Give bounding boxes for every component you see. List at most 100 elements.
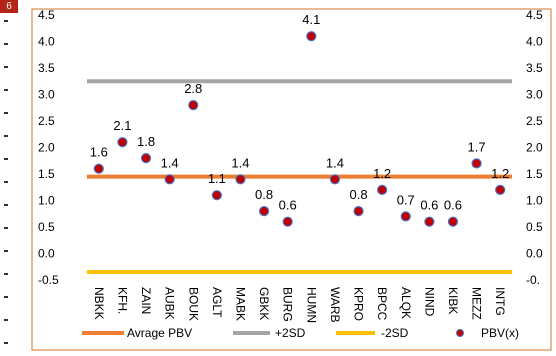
- pbv-marker: [282, 216, 293, 227]
- y-tick-label: -0.5: [38, 273, 59, 287]
- y-tick-label: 2.0: [38, 141, 55, 155]
- edge-dot: [4, 273, 8, 275]
- y-tick-label: 1.0: [38, 194, 55, 208]
- category-label: INTG: [493, 287, 507, 316]
- data-label: 0.8: [349, 187, 367, 202]
- data-label: 0.6: [279, 198, 297, 213]
- secondary-y-tick-label: -0.: [526, 273, 540, 287]
- data-label: 1.4: [326, 155, 344, 170]
- secondary-y-tick-label: 2.0: [526, 141, 543, 155]
- pbv-marker: [188, 99, 199, 111]
- secondary-y-tick-label: 3.5: [526, 61, 543, 75]
- category-label: NBKK: [92, 287, 106, 320]
- legend-label: -2SD: [381, 326, 409, 340]
- legend-label: Avrage PBV: [127, 326, 192, 340]
- pbv-marker: [140, 153, 152, 164]
- pbv-marker: [258, 206, 270, 217]
- legend-label: PBV(x): [481, 326, 519, 340]
- y-tick-label: 3.5: [38, 61, 55, 75]
- edge-dot: [4, 227, 8, 229]
- edge-dot: [4, 342, 8, 344]
- edge-dot: [4, 319, 8, 321]
- category-label: ALQK: [399, 287, 413, 319]
- edge-dot: [4, 204, 8, 206]
- pbv-marker: [495, 184, 506, 195]
- y-tick-label: 4.5: [38, 8, 55, 22]
- edge-dot: [4, 66, 8, 68]
- pbv-marker: [164, 174, 175, 185]
- edge-dot: [4, 135, 8, 137]
- pbv-marker: [117, 137, 128, 148]
- pbv-marker: [329, 174, 341, 185]
- secondary-y-tick-label: 4.5: [526, 8, 543, 22]
- category-label: GBKK: [257, 287, 271, 320]
- edge-dot: [4, 181, 8, 183]
- secondary-y-tick-label: 2.5: [526, 114, 543, 128]
- secondary-y-tick-label: 1.0: [526, 194, 543, 208]
- pbv-marker: [424, 216, 435, 227]
- category-label: BOUK: [186, 287, 200, 321]
- y-tick-label: 1.5: [38, 167, 55, 181]
- data-label: 1.8: [137, 134, 155, 149]
- pbv-marker: [235, 174, 246, 185]
- edge-badge: 6: [0, 0, 18, 13]
- pbv-marker: [306, 31, 317, 42]
- edge-dot: [4, 20, 8, 22]
- data-label: 4.1: [302, 12, 320, 27]
- pbv-marker: [471, 158, 482, 169]
- y-tick-label: 3.0: [38, 88, 55, 102]
- legend-swatch: [456, 329, 464, 337]
- data-label: 0.6: [444, 198, 462, 213]
- data-label: 1.4: [161, 155, 179, 170]
- data-label: 0.7: [397, 192, 415, 207]
- pbv-marker: [447, 216, 459, 227]
- category-label: KPRO: [352, 287, 366, 321]
- edge-dot: [4, 250, 8, 252]
- data-label: 2.1: [113, 118, 131, 133]
- y-tick-label: 4.0: [38, 35, 55, 49]
- edge-dot: [4, 296, 8, 298]
- category-label: NIND: [422, 287, 436, 317]
- pbv-marker: [211, 190, 222, 201]
- data-label: 0.8: [255, 187, 273, 202]
- secondary-y-tick-label: 1.5: [526, 167, 543, 181]
- pbv-marker: [93, 163, 104, 174]
- category-label: HUMN: [304, 287, 318, 323]
- category-label: KIBK: [446, 287, 460, 314]
- category-label: BPCC: [375, 287, 389, 321]
- data-label: 1.7: [468, 139, 486, 154]
- category-label: KFH.: [115, 287, 129, 314]
- category-label: WARB: [328, 287, 342, 323]
- edge-dot: [4, 158, 8, 160]
- edge-dot: [4, 112, 8, 114]
- category-label: AUBK: [163, 287, 177, 320]
- pbv-marker: [377, 184, 388, 195]
- data-label: 1.1: [208, 171, 226, 186]
- pbv-marker: [400, 211, 411, 222]
- data-label: 1.4: [231, 155, 249, 170]
- category-label: MEZZ: [470, 287, 484, 320]
- data-label: 1.2: [373, 166, 391, 181]
- category-label: ZAIN: [139, 287, 153, 314]
- data-label: 1.2: [491, 166, 509, 181]
- edge-dot: [4, 43, 8, 45]
- secondary-y-tick-label: 4.0: [526, 35, 543, 49]
- y-tick-label: 0.5: [38, 220, 55, 234]
- secondary-y-tick-label: 3.0: [526, 88, 543, 102]
- category-label: BURG: [281, 287, 295, 322]
- data-label: 2.8: [184, 81, 202, 96]
- y-tick-label: 2.5: [38, 114, 55, 128]
- secondary-y-tick-label: 0.5: [526, 220, 543, 234]
- data-label: 0.6: [420, 198, 438, 213]
- data-label: 1.6: [90, 145, 108, 160]
- category-label: AGLT: [210, 287, 224, 318]
- y-tick-label: 0.0: [38, 247, 55, 261]
- legend-label: +2SD: [275, 326, 306, 340]
- category-label: MABK: [233, 287, 247, 321]
- chart-frame: [31, 8, 552, 351]
- secondary-y-tick-label: 0.0: [526, 247, 543, 261]
- edge-dot: [4, 89, 8, 91]
- pbv-marker: [353, 206, 364, 217]
